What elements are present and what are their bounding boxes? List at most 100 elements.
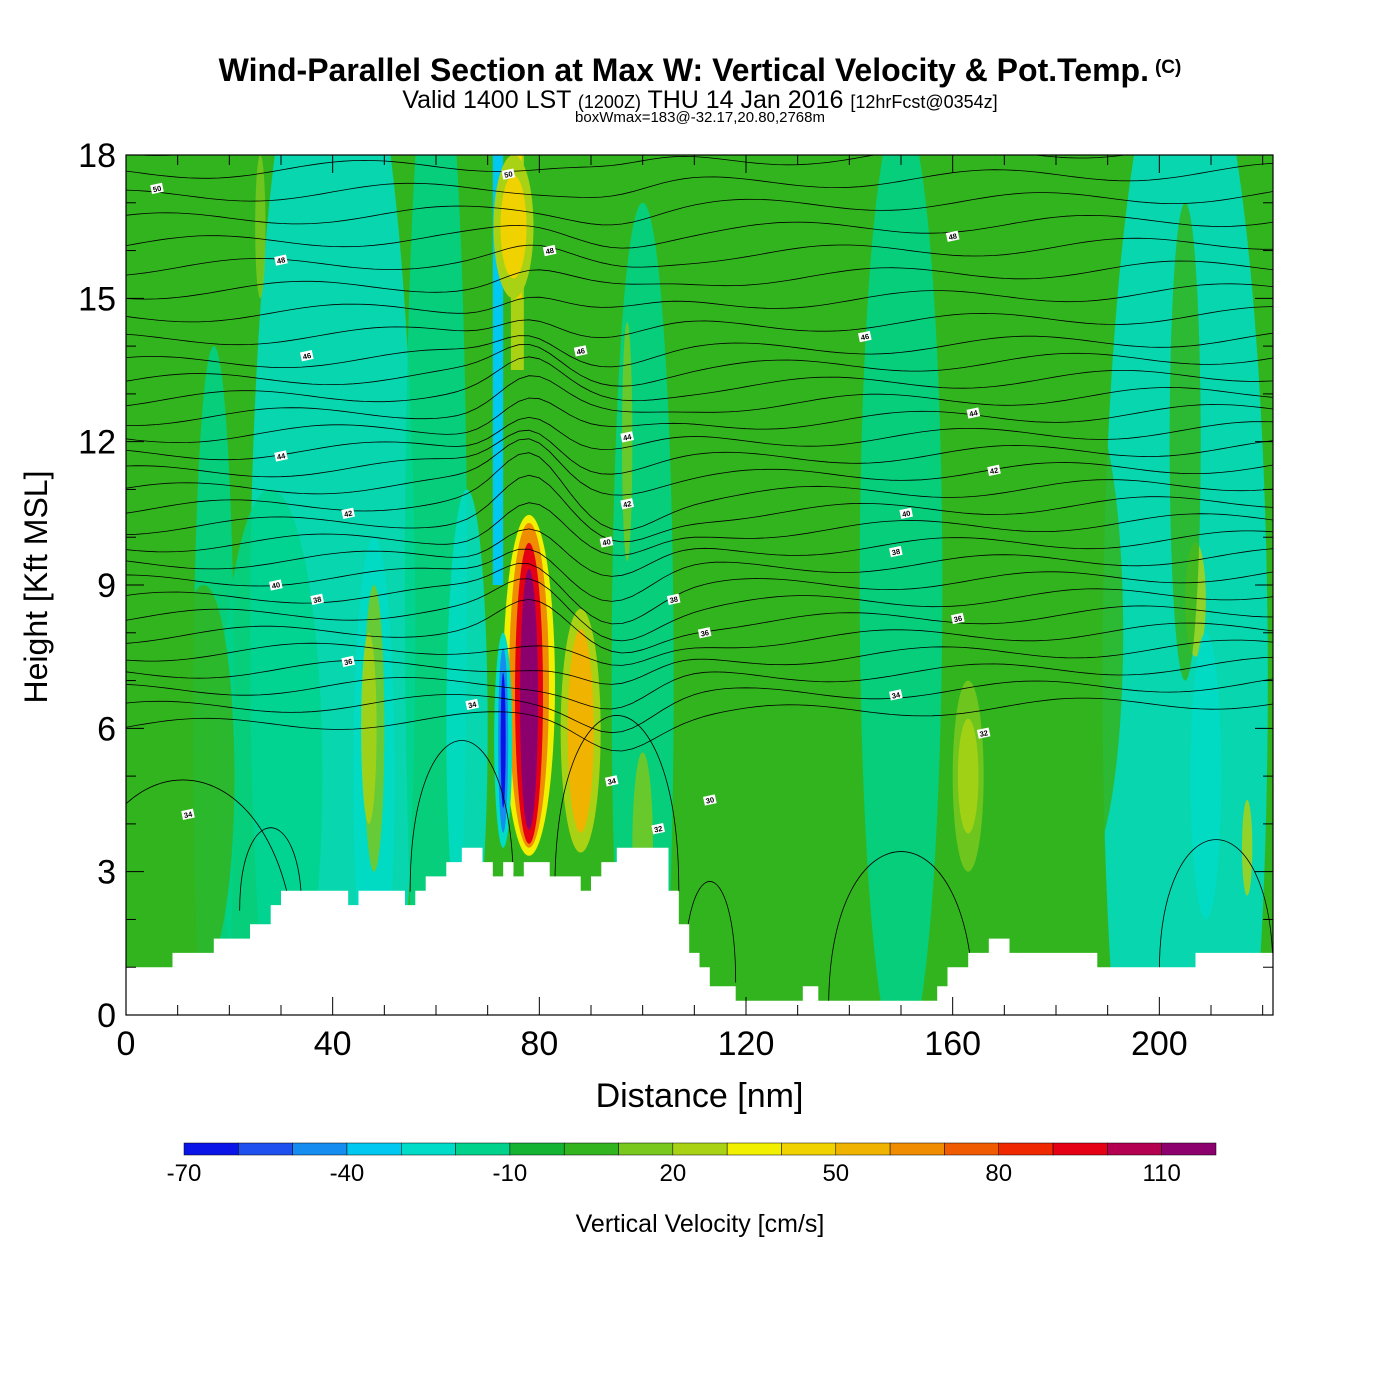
isentrope-label-box (620, 498, 634, 510)
isentrope-label-text: 50 (503, 169, 513, 180)
isentrope (239, 827, 303, 911)
isentrope-label-box (181, 808, 195, 820)
isentrope-label-box (274, 450, 288, 462)
isentrope-label: 40 (599, 536, 614, 548)
isentrope (126, 95, 1273, 133)
velocity-region (446, 489, 488, 968)
isentrope-label: 38 (889, 545, 903, 557)
isentrope-label: 50 (501, 168, 516, 180)
isentrope-label: 42 (987, 464, 1001, 476)
isentrope (126, 332, 1273, 368)
colorbar-tick-label: -10 (493, 1160, 528, 1187)
isentrope-label: 36 (697, 627, 712, 639)
colorbar-tick-label: -70 (167, 1160, 202, 1187)
isentrope-label-text: 34 (607, 776, 618, 787)
isentrope-label-box (300, 350, 314, 362)
isentrope (1158, 839, 1273, 973)
isentrope (126, 21, 1273, 58)
y-tick-label: 6 (97, 710, 116, 748)
isentrope-label: 36 (951, 612, 965, 625)
x-tick-label: 80 (520, 1025, 558, 1063)
updraft-core (567, 628, 594, 833)
isentrope-label-text: 42 (343, 509, 353, 520)
x-tick-label: 200 (1131, 1025, 1188, 1063)
colorbar-swatch (183, 1142, 239, 1156)
isentrope-label: 46 (300, 350, 314, 362)
potential-temperature-contours (126, 21, 1273, 1007)
isentrope-label: 48 (542, 244, 557, 257)
updraft-core (500, 175, 527, 279)
isentrope-label: 46 (573, 345, 588, 357)
isentrope-label-box (599, 536, 614, 548)
isentrope-label-box (465, 698, 479, 711)
velocity-region (1190, 632, 1222, 920)
isentrope-label: 46 (858, 330, 872, 342)
isentrope-label-box (666, 593, 681, 605)
isentrope-label-text: 36 (953, 614, 963, 625)
isentrope-label: 40 (899, 507, 913, 519)
isentrope (828, 851, 974, 1007)
isentrope (126, 548, 1273, 602)
isentrope-label-box (987, 464, 1001, 476)
chart-title-text: Wind-Parallel Section at Max W: Vertical… (218, 52, 1149, 88)
isentrope-label: 34 (889, 689, 903, 701)
x-axis-label: Distance [nm] (596, 1077, 804, 1115)
isentrope (126, 49, 1273, 82)
velocity-region (1169, 202, 1201, 681)
isentrope-label-box (341, 655, 355, 668)
colorbar: -70 -40 -10 20 50 80 110 Vertical Velocity [cm/… (167, 1142, 1217, 1238)
isentrope-label-box (150, 182, 164, 195)
isentrope-label-box (310, 593, 324, 605)
colorbar-swatch (455, 1142, 511, 1156)
valid-time-prefix: Valid 1400 LST (402, 86, 571, 114)
x-tick-label: 160 (924, 1025, 981, 1063)
colorbar-swatch (1107, 1142, 1162, 1156)
colorbar-swatch (1052, 1142, 1108, 1156)
colorbar-swatch (781, 1142, 837, 1156)
isentrope (126, 502, 1273, 556)
valid-date: THU 14 Jan 2016 (647, 86, 844, 114)
isentrope (126, 72, 1273, 105)
y-tick-label: 12 (78, 424, 116, 462)
isentrope-label: 32 (651, 823, 665, 834)
isentrope-label: 44 (620, 431, 634, 443)
x-tick-label: 40 (314, 1025, 352, 1063)
isentrope-label: 44 (966, 407, 981, 419)
downdraft-core (500, 672, 506, 808)
isentrope (126, 306, 1273, 346)
isentrope (126, 343, 1273, 387)
y-tick-label: 3 (97, 854, 116, 892)
isentrope (126, 191, 1273, 226)
isentrope (126, 237, 1273, 276)
terrain-mask (126, 847, 1273, 1015)
isentrope-label-text: 32 (979, 728, 989, 739)
colorbar-swatch (238, 1142, 293, 1156)
velocity-field (172, 155, 1268, 1015)
isentrope-label-text: 34 (467, 699, 478, 710)
isentrope-label-text: 50 (152, 184, 162, 195)
isentrope-label-text: 34 (183, 809, 194, 820)
isentrope-label-box (542, 244, 557, 257)
colorbar-tick-label: -40 (330, 1160, 365, 1187)
isentrope (126, 162, 1273, 202)
isentrope-label-box (889, 689, 903, 701)
isentrope (126, 656, 1273, 710)
velocity-region (1242, 800, 1253, 896)
isentrope (126, 214, 1273, 249)
x-tick-label: 0 (117, 1025, 136, 1063)
isentrope-label: 34 (465, 698, 479, 711)
isentrope-label: 48 (945, 230, 960, 242)
isentrope-label: 42 (620, 498, 634, 510)
isentrope-label-box (274, 254, 288, 266)
isentrope (126, 416, 1273, 461)
velocity-region (859, 155, 943, 1015)
isentrope (126, 375, 1273, 426)
velocity-region (219, 489, 323, 1015)
colorbar-swatch (672, 1142, 728, 1156)
colorbar-tick-label: 20 (659, 1160, 686, 1187)
isentrope-label: 44 (274, 450, 288, 462)
velocity-region (255, 155, 266, 299)
isentrope-label: 36 (341, 655, 355, 668)
velocity-region (172, 585, 235, 968)
